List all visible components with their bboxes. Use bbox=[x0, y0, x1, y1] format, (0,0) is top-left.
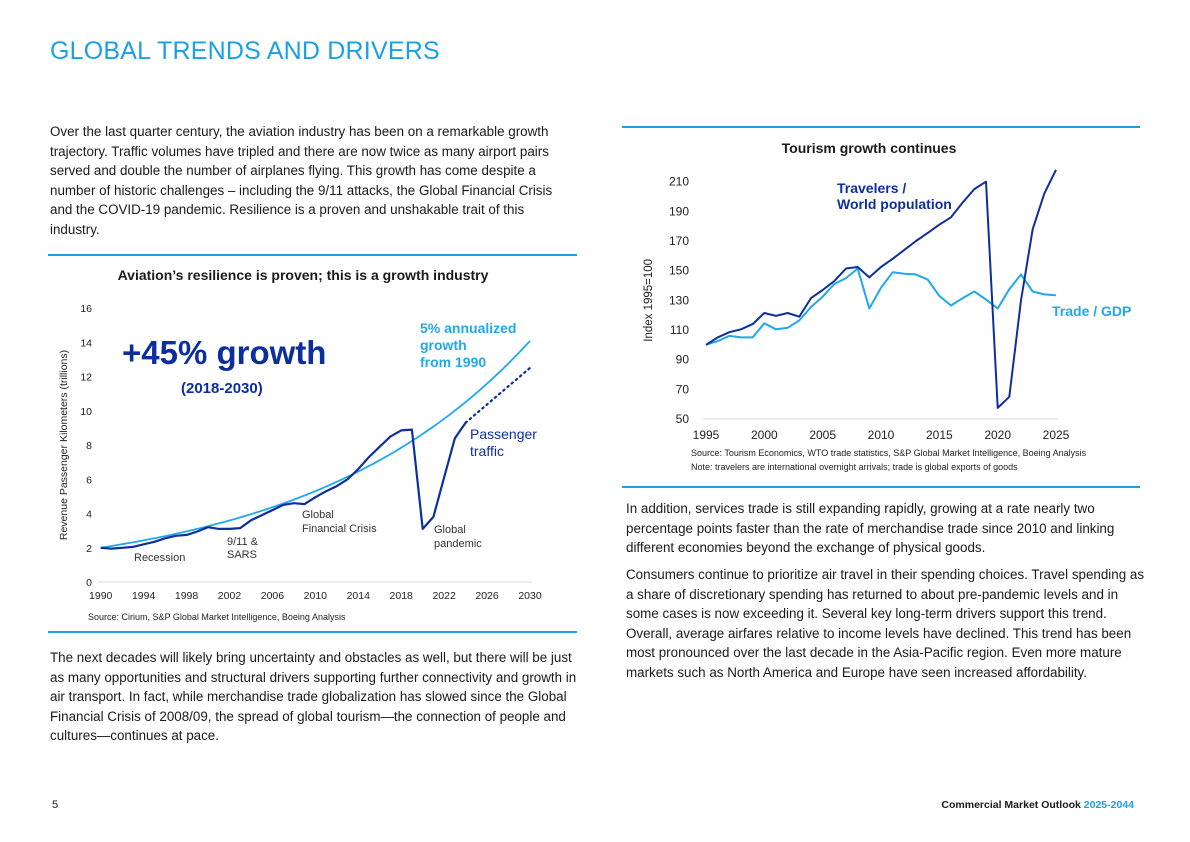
x-tick-label: 2022 bbox=[432, 590, 456, 602]
divider bbox=[622, 486, 1140, 488]
y-tick-label: 50 bbox=[676, 412, 690, 426]
x-tick-label: 2014 bbox=[347, 590, 371, 602]
x-tick-label: 1990 bbox=[89, 590, 113, 602]
x-tick-label: 1995 bbox=[693, 428, 720, 442]
x-tick-label: 2005 bbox=[809, 428, 836, 442]
y-tick-label: 14 bbox=[80, 337, 92, 349]
divider bbox=[622, 126, 1140, 128]
left-chart-title: Aviation’s resilience is proven; this is… bbox=[117, 267, 489, 283]
x-tick-label: 2015 bbox=[926, 428, 953, 442]
right-chart-title: Tourism growth continues bbox=[781, 140, 957, 156]
passenger-traffic-line bbox=[100, 422, 467, 550]
headline-period: (2018-2030) bbox=[181, 380, 263, 397]
trend-label: from 1990 bbox=[420, 354, 486, 370]
traffic-label: traffic bbox=[470, 443, 504, 459]
left-body-paragraph: The next decades will likely bring uncer… bbox=[50, 650, 577, 744]
right-body-paragraph-1: In addition, services trade is still exp… bbox=[626, 501, 1115, 556]
x-tick-label: 1998 bbox=[175, 590, 199, 602]
footer-title: Commercial Market Outlook bbox=[941, 799, 1081, 811]
x-tick-label: 2010 bbox=[304, 590, 328, 602]
y-tick-label: 170 bbox=[669, 234, 689, 248]
x-tick-label: 2026 bbox=[475, 590, 499, 602]
x-tick-label: 2002 bbox=[218, 590, 242, 602]
x-tick-label: 2020 bbox=[984, 428, 1011, 442]
pandemic-annotation: Global bbox=[434, 524, 466, 536]
y-tick-label: 0 bbox=[86, 577, 92, 589]
y-tick-label: 10 bbox=[80, 406, 92, 418]
intro-paragraph: Over the last quarter century, the aviat… bbox=[50, 124, 553, 237]
trend-label: growth bbox=[420, 337, 467, 353]
y-tick-label: 16 bbox=[80, 303, 92, 315]
divider bbox=[48, 631, 577, 633]
recession-annotation: Recession bbox=[134, 552, 185, 564]
chart-note: Note: travelers are international overni… bbox=[691, 462, 1018, 472]
y-axis-title: Revenue Passenger Kilometers (trillions) bbox=[58, 350, 70, 540]
tourism-growth-chart: 50 70 90 110 130 150 170 190 210 1995 2000 2005 2010… bbox=[643, 169, 1131, 472]
x-tick-label: 2000 bbox=[751, 428, 778, 442]
sars-annotation: SARS bbox=[227, 549, 257, 561]
headline-growth: +45% growth bbox=[122, 334, 326, 371]
travelers-label: Travelers / bbox=[837, 180, 906, 196]
y-tick-label: 210 bbox=[669, 175, 689, 189]
gfc-annotation: Global bbox=[302, 509, 334, 521]
trade-gdp-line bbox=[705, 267, 1057, 346]
chart-source: Source: Tourism Economics, WTO trade sta… bbox=[691, 448, 1087, 458]
page-title: GLOBAL TRENDS AND DRIVERS bbox=[50, 37, 440, 65]
trend-label: 5% annualized bbox=[420, 320, 516, 336]
x-tick-label: 2025 bbox=[1043, 428, 1070, 442]
footer-years: 2025-2044 bbox=[1083, 799, 1134, 811]
y-tick-label: 90 bbox=[676, 353, 690, 367]
footer-publication: Commercial Market Outlook 2025-2044 bbox=[941, 799, 1134, 811]
passenger-traffic-forecast-line bbox=[464, 366, 532, 424]
gfc-annotation: Financial Crisis bbox=[302, 523, 377, 535]
x-tick-label: 2018 bbox=[390, 590, 414, 602]
trade-gdp-label: Trade / GDP bbox=[1052, 303, 1131, 319]
sars-annotation: 9/11 & bbox=[227, 536, 259, 548]
page-number: 5 bbox=[52, 799, 59, 811]
x-tick-label: 2030 bbox=[518, 590, 542, 602]
y-tick-label: 8 bbox=[86, 440, 92, 452]
traffic-label: Passenger bbox=[470, 426, 537, 442]
divider bbox=[48, 254, 577, 256]
y-tick-label: 2 bbox=[86, 543, 92, 555]
travelers-line bbox=[705, 169, 1057, 409]
y-tick-label: 110 bbox=[670, 323, 689, 337]
x-tick-label: 2006 bbox=[261, 590, 285, 602]
y-tick-label: 70 bbox=[676, 382, 690, 396]
rpk-growth-chart: 0 2 4 6 8 10 12 14 16 1990 1994 1998 2002 2006 2010 201… bbox=[58, 303, 542, 622]
y-tick-label: 6 bbox=[86, 474, 92, 486]
pandemic-annotation: pandemic bbox=[434, 538, 482, 550]
x-tick-label: 2010 bbox=[868, 428, 895, 442]
y-tick-label: 12 bbox=[80, 372, 92, 384]
travelers-label: World population bbox=[837, 196, 952, 212]
y-tick-label: 150 bbox=[669, 264, 689, 278]
y-tick-label: 130 bbox=[669, 293, 689, 307]
y-tick-label: 190 bbox=[669, 204, 689, 218]
right-body-paragraph-2: Consumers continue to prioritize air tra… bbox=[626, 567, 1145, 680]
x-tick-label: 1994 bbox=[132, 590, 156, 602]
y-axis-title: Index 1995=100 bbox=[643, 259, 655, 342]
chart-source: Source: Cirium, S&P Global Market Intell… bbox=[88, 612, 346, 622]
trend-line bbox=[100, 340, 531, 549]
y-tick-label: 4 bbox=[86, 509, 92, 521]
